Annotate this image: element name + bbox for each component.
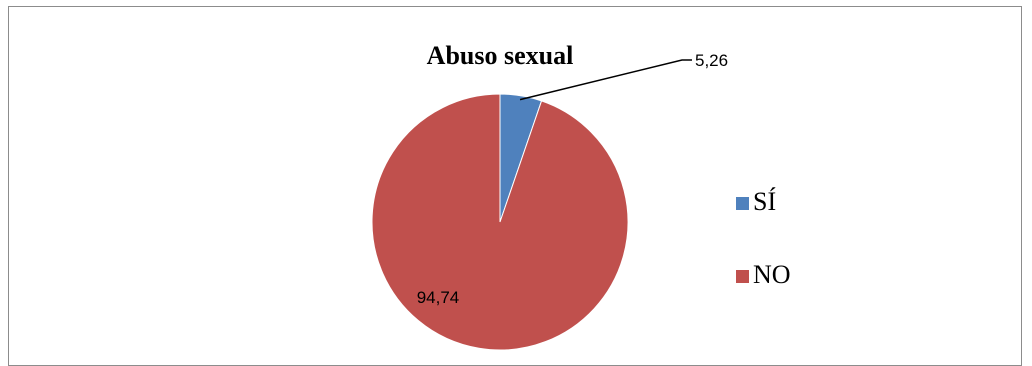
legend-swatch-no [736, 270, 749, 283]
chart-title: Abuso sexual [427, 41, 574, 70]
data-label-no: 94,74 [417, 288, 460, 307]
leader-line-si [519, 59, 692, 101]
legend-label-no: NO [753, 260, 791, 289]
pie-slice-no [371, 93, 629, 351]
legend-label-si: SÍ [753, 187, 776, 216]
pie-chart: Abuso sexual 5,26 94,74 SÍ NO [371, 41, 791, 351]
legend-swatch-si [736, 197, 749, 210]
data-label-si: 5,26 [695, 51, 728, 70]
